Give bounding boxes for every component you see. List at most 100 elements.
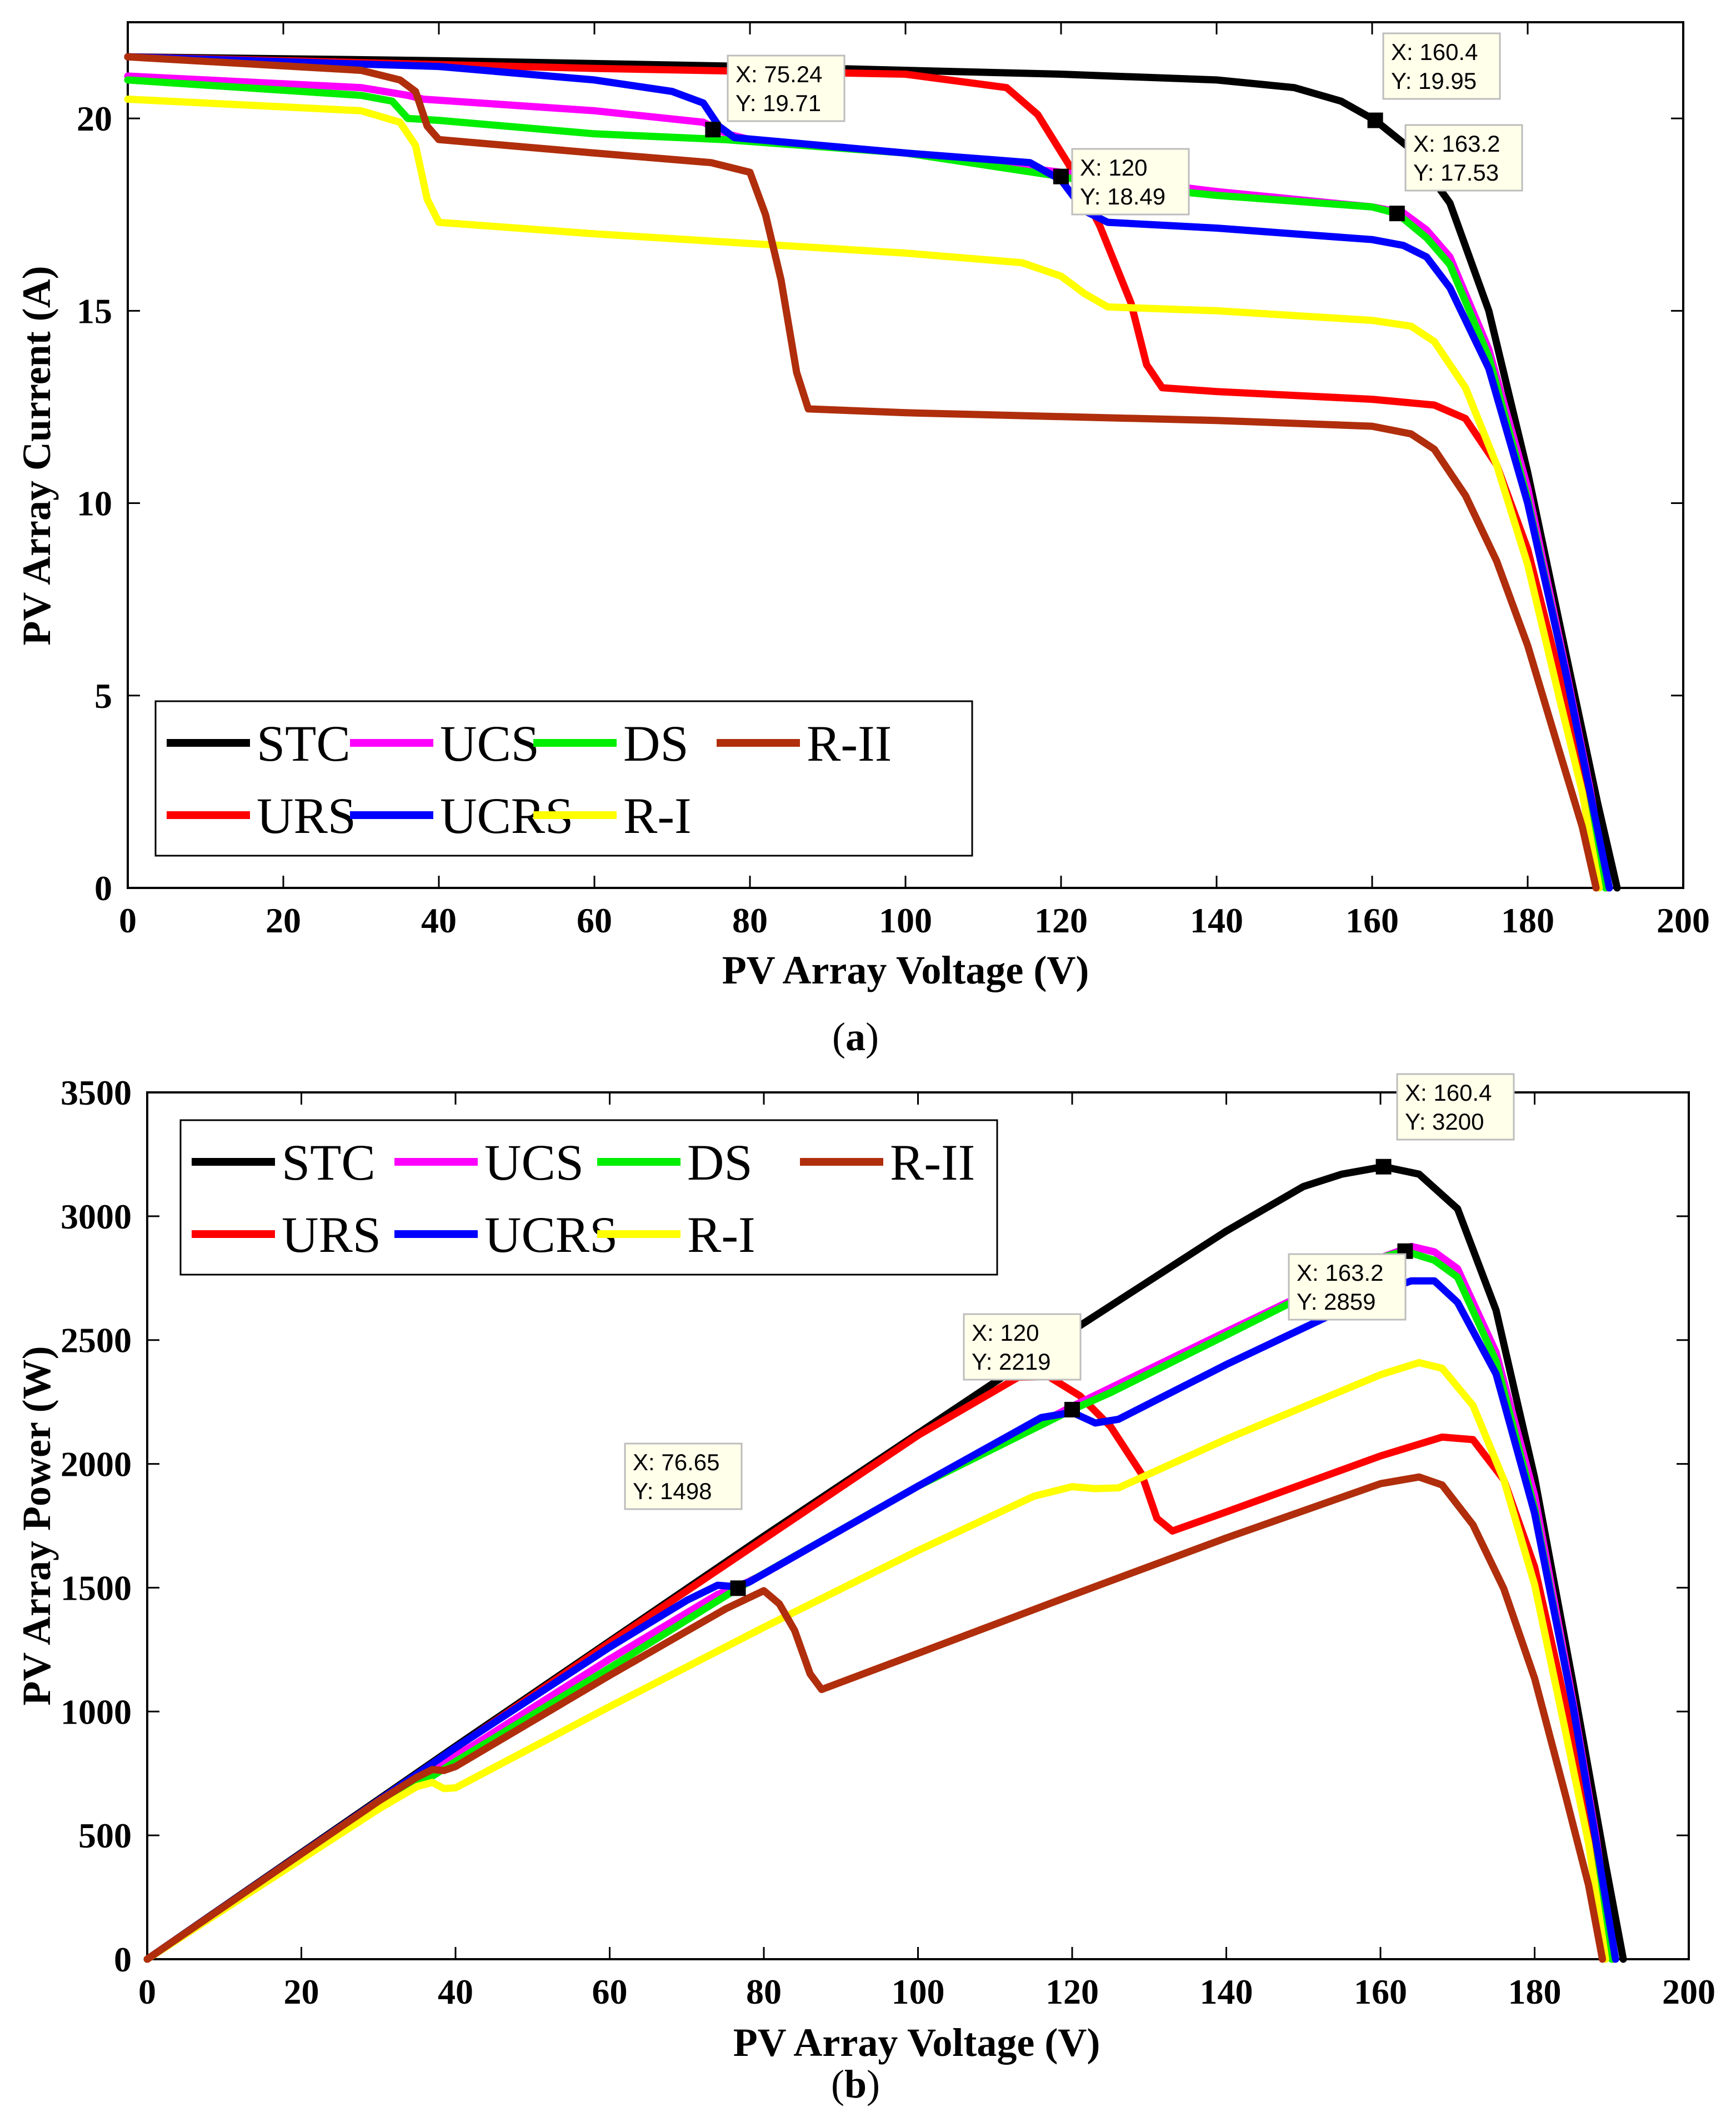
y-tick-label: 15	[77, 291, 112, 331]
x-axis-title: PV Array Voltage (V)	[722, 948, 1089, 992]
x-tick-label: 160	[1345, 901, 1399, 940]
datatip-marker	[1367, 112, 1383, 128]
datatip-box	[1404, 124, 1523, 192]
datatip-box	[1396, 1073, 1515, 1141]
panel-a-iv-chart: 0 20 40 60 80 100 120 140 160 180 200 0 5 10 15 20 X: …	[14, 21, 1710, 1059]
legend-label-stc: STC	[257, 715, 351, 772]
legend-label-stc: STC	[282, 1134, 376, 1191]
datatip-x-label: X: 160.4	[1405, 1080, 1492, 1106]
datatip-marker	[730, 1580, 746, 1596]
series-line-r-i	[124, 96, 1603, 892]
y-tick-labels: 0 500 1000 1500 2000 2500 3000 3500	[61, 1073, 1689, 1979]
y-axis-title: PV Array Power (W)	[14, 1346, 59, 1705]
y-tick-labels: 0 5 10 15 20	[77, 99, 1683, 908]
datatip-y-label: Y: 1498	[633, 1478, 712, 1504]
datatip-box	[624, 1442, 743, 1510]
datatip-x-label: X: 120	[1080, 154, 1147, 181]
datatip-y-label: Y: 3200	[1405, 1109, 1484, 1135]
series-lines	[143, 1163, 1627, 1963]
series-line-ucrs	[124, 53, 1613, 892]
datatip-x-label: X: 120	[972, 1320, 1039, 1346]
x-tick-label: 80	[746, 1972, 782, 2011]
x-tick-labels: 0 20 40 60 80 100 120 140 160 180 200	[138, 1092, 1715, 2011]
y-tick-label: 10	[77, 484, 112, 523]
datatip-y-label: Y: 17.53	[1413, 159, 1499, 186]
datatip-x-label: X: 160.4	[1391, 39, 1478, 65]
x-tick-label: 40	[421, 901, 457, 940]
x-tick-label: 180	[1508, 1972, 1562, 2011]
series-line-r-ii	[143, 1473, 1607, 1963]
x-tick-label: 40	[438, 1972, 473, 2011]
panel-b-pv-chart: 0 20 40 60 80 100 120 140 160 180 200 0 500 1000 1500…	[14, 1073, 1715, 2106]
legend-label-r-ii: R-II	[890, 1134, 975, 1191]
x-axis-title: PV Array Voltage (V)	[733, 2020, 1100, 2065]
legend-box	[154, 700, 973, 857]
datatip-marker	[1053, 168, 1069, 184]
y-axis-title: PV Array Current (A)	[14, 266, 59, 645]
legend-label-urs: URS	[282, 1206, 381, 1263]
x-tick-label: 20	[284, 1972, 319, 2011]
datatip-marker	[1064, 1401, 1080, 1417]
legend-label-r-i: R-I	[623, 787, 692, 844]
datatip-y-label: Y: 19.71	[736, 90, 821, 116]
x-tick-label: 80	[732, 901, 768, 940]
datatip-box	[1382, 32, 1501, 100]
x-tick-label: 60	[592, 1972, 628, 2011]
y-tick-label: 1500	[61, 1568, 132, 1607]
y-tick-label: 5	[94, 676, 112, 716]
x-tick-label: 60	[577, 901, 612, 940]
x-tick-label: 0	[138, 1972, 156, 2011]
series-line-ucrs	[143, 1277, 1619, 1963]
legend-label-ucs: UCS	[440, 715, 539, 772]
legend-label-r-i: R-I	[687, 1206, 756, 1263]
caption-a-letter: a	[846, 1015, 866, 1059]
datatip-y-label: Y: 19.95	[1391, 68, 1477, 94]
datatip-marker	[705, 122, 721, 138]
datatip-x-label: X: 163.2	[1413, 131, 1500, 157]
panel-b-caption: (b)	[831, 2062, 880, 2106]
legend-label-urs: URS	[257, 787, 356, 844]
y-tick-label: 2000	[61, 1445, 132, 1484]
x-tick-label: 20	[266, 901, 301, 940]
datatip-marker	[1389, 206, 1405, 222]
datatip-x-label: X: 75.24	[736, 61, 822, 87]
y-tick-label: 20	[77, 99, 112, 138]
datatip-x-label: X: 163.2	[1297, 1260, 1383, 1286]
series-line-r-ii	[124, 53, 1600, 892]
legend-label-ds: DS	[623, 715, 689, 772]
legend-label-r-ii: R-II	[807, 715, 892, 772]
x-tick-label: 120	[1045, 1972, 1099, 2011]
y-tick-label: 2500	[61, 1321, 132, 1360]
x-tick-label: 160	[1354, 1972, 1407, 2011]
x-tick-label: 200	[1662, 1972, 1715, 2011]
y-tick-label: 3500	[61, 1073, 132, 1112]
x-tick-label: 200	[1657, 901, 1710, 940]
y-tick-label: 3000	[61, 1197, 132, 1236]
datatip-y-label: Y: 18.49	[1080, 183, 1165, 209]
datatip-box	[1071, 148, 1190, 216]
datatip-box	[1288, 1253, 1407, 1321]
legend-label-ds: DS	[687, 1134, 753, 1191]
panel-a-caption: (a)	[832, 1015, 879, 1059]
series-line-urs	[124, 53, 1611, 892]
legend-label-ucrs: UCRS	[484, 1206, 618, 1263]
y-tick-label: 0	[114, 1940, 132, 1979]
datatip-box	[727, 54, 846, 122]
y-tick-label: 500	[78, 1816, 132, 1855]
datatips: X: 76.65 Y: 1498 X: 120 Y: 2219 X: 160.4 Y: 3…	[624, 1073, 1515, 1596]
x-tick-label: 100	[879, 901, 932, 940]
legend-box	[179, 1119, 998, 1276]
datatip-box	[963, 1313, 1082, 1381]
x-tick-label: 180	[1501, 901, 1554, 940]
legend-label-ucs: UCS	[484, 1134, 584, 1191]
datatip-marker	[1375, 1159, 1392, 1175]
datatip-x-label: X: 76.65	[633, 1449, 719, 1475]
x-tick-label: 100	[892, 1972, 945, 2011]
x-tick-labels: 0 20 40 60 80 100 120 140 160 180 200	[119, 22, 1710, 940]
x-tick-label: 140	[1190, 901, 1243, 940]
caption-b-letter: b	[844, 2062, 867, 2106]
x-tick-label: 120	[1034, 901, 1088, 940]
